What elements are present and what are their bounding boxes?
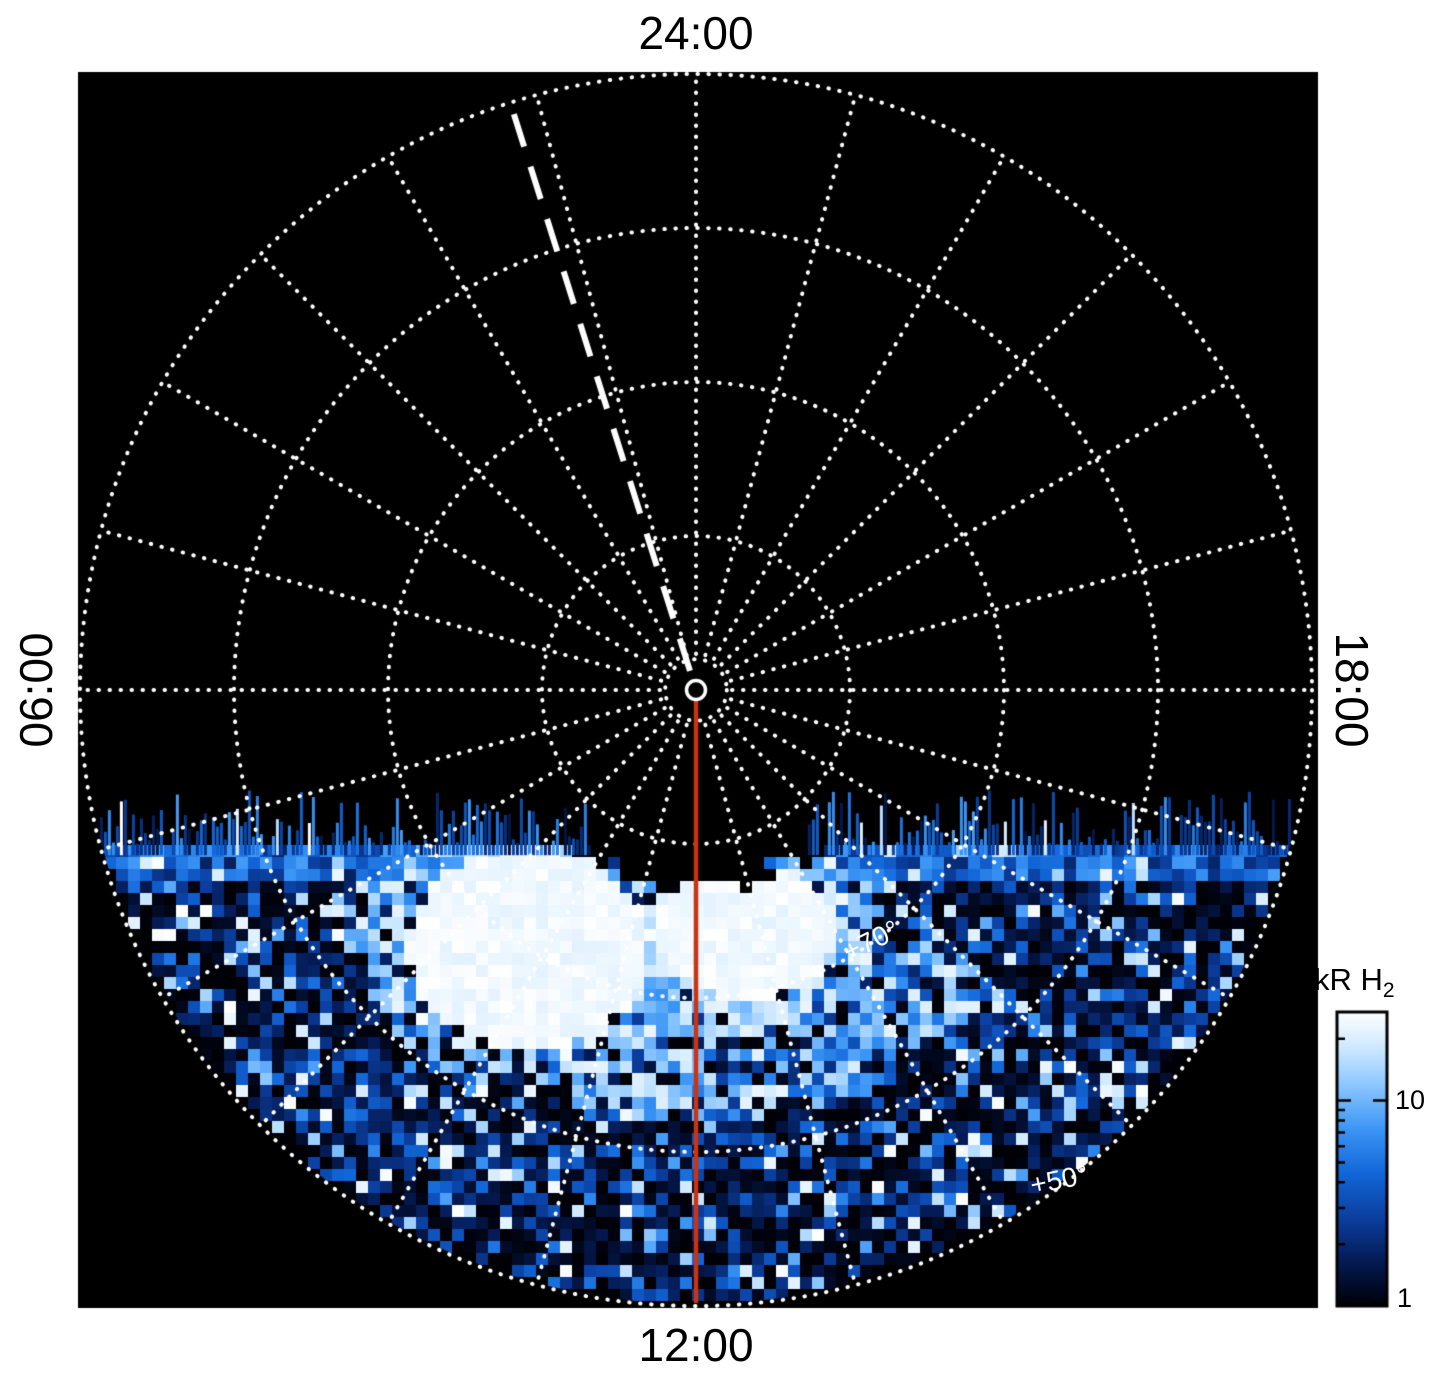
hour-label-12: 12:00 — [638, 1319, 754, 1371]
colorbar-label-main: kR H — [1314, 962, 1383, 997]
colorbar-tick-10: 10 — [1395, 1085, 1426, 1115]
colorbar-tick-1: 1 — [1397, 1283, 1413, 1313]
colorbar-label-sub: 2 — [1382, 979, 1395, 1003]
colorbar-label: kR H2 — [1314, 964, 1395, 1001]
hour-label-06: 06:00 — [10, 632, 62, 748]
hour-label-18: 18:00 — [1326, 632, 1378, 748]
hour-label-24: 24:00 — [638, 7, 754, 59]
